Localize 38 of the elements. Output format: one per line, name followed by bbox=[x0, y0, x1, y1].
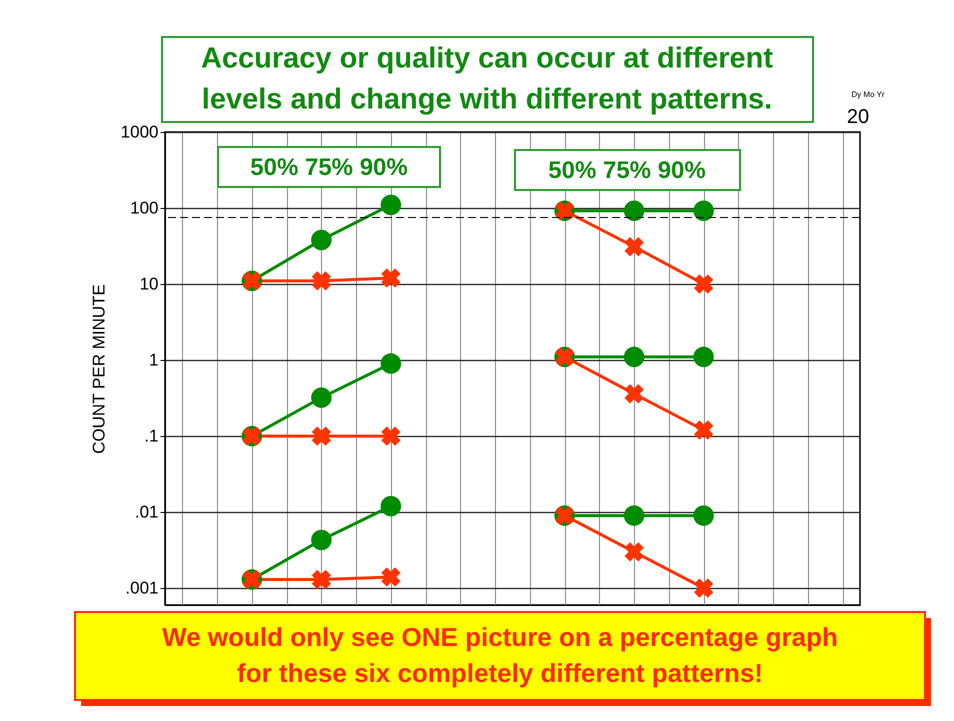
point bbox=[694, 274, 714, 294]
point bbox=[312, 271, 332, 291]
point bbox=[694, 578, 714, 598]
point bbox=[693, 200, 714, 221]
point bbox=[311, 530, 332, 550]
text: We would only see ONE picture on a percentage graph for these six completely different patterns! bbox=[162, 622, 838, 688]
y-tick-label: 100 bbox=[130, 198, 158, 218]
y-axis-title: COUNT PER MINUTE bbox=[90, 284, 109, 454]
y-tick-label: .01 bbox=[134, 502, 158, 522]
point bbox=[381, 567, 401, 587]
point bbox=[624, 505, 644, 526]
y-tick-label: 1 bbox=[149, 350, 158, 370]
text: 20 bbox=[846, 106, 870, 128]
point bbox=[624, 542, 644, 562]
point bbox=[380, 496, 402, 516]
annotation: 50% 75% 90% bbox=[250, 154, 408, 181]
point bbox=[694, 420, 714, 440]
point bbox=[624, 200, 644, 221]
point bbox=[693, 346, 714, 368]
point bbox=[624, 346, 644, 368]
y-tick-label: 1000 bbox=[120, 122, 158, 142]
annotation: 50% 75% 90% bbox=[548, 157, 706, 184]
text: Dy Mo Yr bbox=[851, 90, 885, 99]
point bbox=[311, 230, 332, 250]
point bbox=[381, 426, 401, 446]
point bbox=[312, 426, 332, 446]
y-tick-label: 10 bbox=[140, 274, 158, 294]
point bbox=[380, 194, 402, 216]
point bbox=[624, 384, 644, 404]
y-tick-label: .001 bbox=[125, 578, 158, 598]
point bbox=[381, 268, 401, 288]
point bbox=[380, 353, 402, 374]
point bbox=[624, 237, 644, 256]
point bbox=[693, 505, 714, 526]
chart-title: Accuracy or quality can occur at different levels and change with different patterns. bbox=[200, 42, 774, 116]
y-tick-label: .1 bbox=[144, 426, 158, 446]
point bbox=[312, 570, 332, 590]
point bbox=[311, 387, 332, 408]
